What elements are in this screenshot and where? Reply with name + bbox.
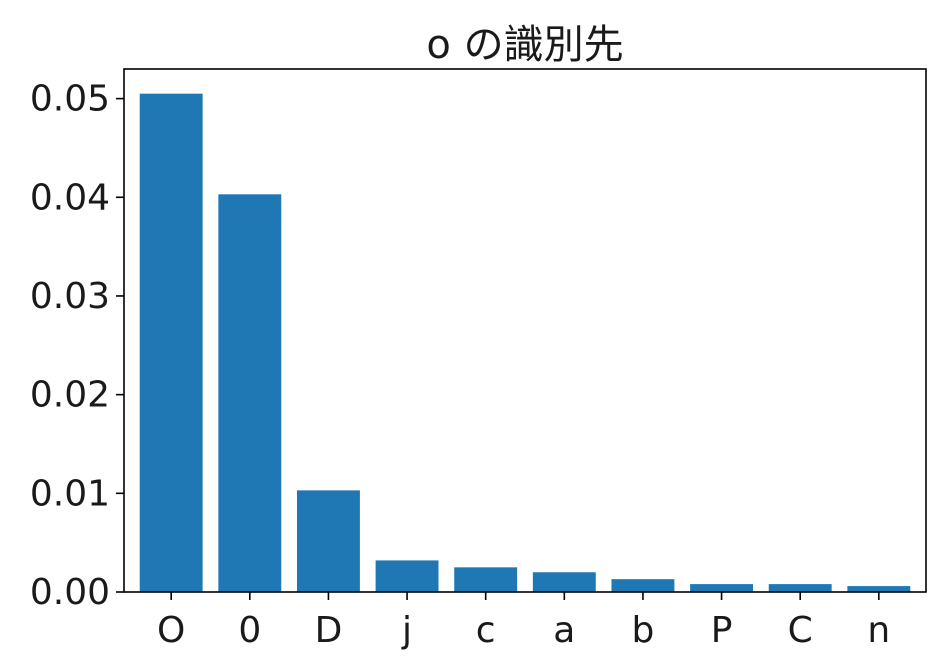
y-tick-label: 0.03 [30, 276, 110, 317]
x-tick-label: a [553, 610, 575, 651]
x-tick-label: P [711, 610, 733, 651]
y-tick-label: 0.02 [30, 375, 110, 416]
y-tick-label: 0.04 [30, 177, 110, 218]
bar-b [611, 579, 675, 592]
y-axis: 0.00 0.01 0.02 0.03 0.04 0.05 [30, 79, 124, 613]
bar-series [139, 93, 911, 593]
bar-j [375, 560, 439, 592]
bar-C [768, 584, 832, 592]
bar-a [532, 572, 596, 592]
y-tick-label: 0.01 [30, 473, 110, 514]
x-tick-label: c [476, 610, 496, 651]
bar-0 [218, 194, 282, 593]
x-tick-label: D [315, 610, 343, 651]
y-tick-label: 0.00 [30, 572, 110, 613]
bar-D [296, 490, 360, 592]
chart-title: o の識別先 [426, 22, 623, 68]
x-tick-label: n [867, 610, 890, 651]
y-tick-label: 0.05 [30, 79, 110, 120]
bar-c [454, 567, 518, 592]
x-tick-label: j [401, 610, 412, 651]
x-tick-label: 0 [238, 610, 261, 651]
x-tick-label: C [788, 610, 813, 651]
plot-area-frame [123, 68, 927, 593]
x-tick-label: b [632, 610, 655, 651]
bar-n [847, 586, 911, 592]
x-tick-label: O [157, 610, 185, 651]
bar-O [139, 93, 203, 593]
bar-P [690, 584, 754, 592]
